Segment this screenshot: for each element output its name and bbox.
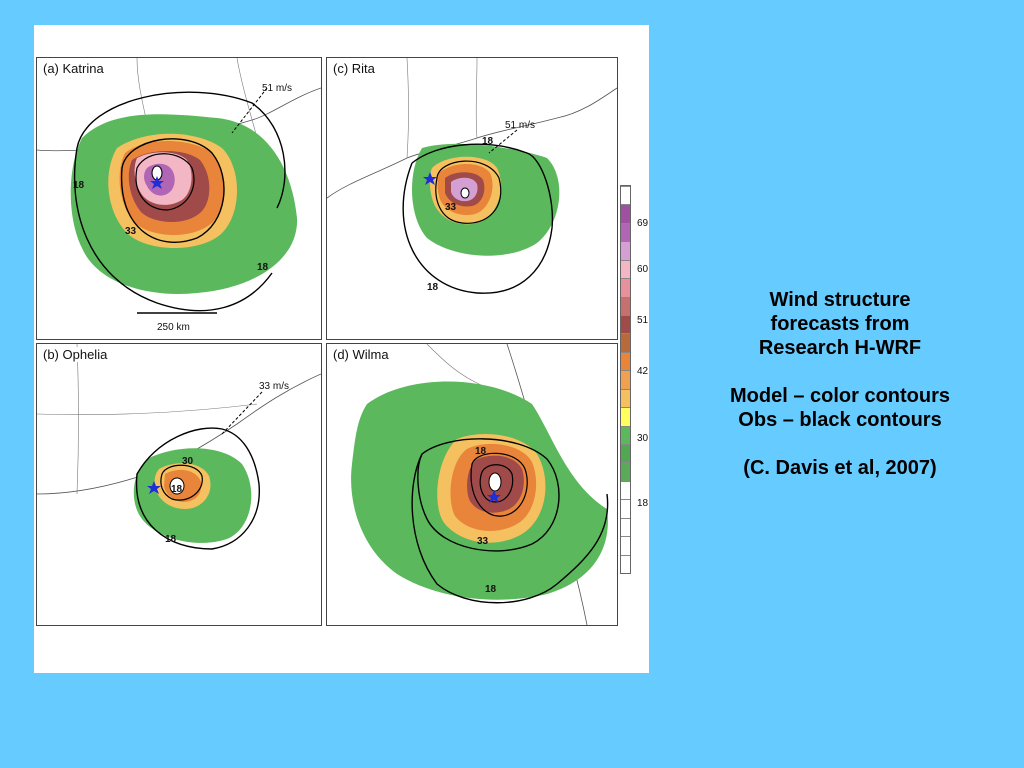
ophelia-contour-label: 30 [182, 456, 194, 467]
colorbar-cell [621, 536, 630, 555]
ophelia-annotation: 33 m/s [259, 381, 289, 392]
colorbar-cell [621, 222, 630, 242]
colorbar [620, 185, 631, 574]
colorbar-cell [621, 499, 630, 518]
colorbar-cell [621, 333, 630, 352]
wilma-map: 18 33 18 [351, 344, 609, 625]
panel-label: (a) Katrina [41, 61, 106, 76]
colorbar-tick: 51 [637, 315, 649, 326]
panel-katrina: 51 m/s 18 33 18 250 km (a) Katrina [36, 57, 322, 340]
katrina-annotation: 51 m/s [262, 83, 292, 94]
caption-line: Wind structure [769, 289, 911, 311]
colorbar-cell [621, 425, 630, 444]
panel-ophelia: 33 m/s 30 18 18 (b) Ophelia [36, 343, 322, 626]
colorbar-tick: 60 [637, 264, 649, 275]
colorbar-cell [621, 554, 630, 573]
katrina-map: 51 m/s 18 33 18 250 km [37, 58, 321, 333]
caption-line: Research H-WRF [758, 337, 922, 359]
panel-label: (c) Rita [331, 61, 377, 76]
wilma-contour-label: 18 [485, 584, 497, 595]
scale-bar-label: 250 km [157, 322, 190, 333]
colorbar-cell [621, 278, 630, 297]
rita-contour-label: 33 [445, 202, 457, 213]
colorbar-cell [621, 315, 630, 334]
colorbar-cell [621, 444, 630, 463]
panel-wilma: 18 33 18 (d) Wilma [326, 343, 618, 626]
rita-contour-label: 18 [482, 136, 494, 147]
panel-label: (d) Wilma [331, 347, 391, 362]
figure-image: 51 m/s 18 33 18 250 km (a) Katrina 51 m/… [34, 25, 649, 673]
panel-rita: 51 m/s 18 33 18 (c) Rita [326, 57, 618, 340]
caption-line: Model – color contours [729, 385, 951, 407]
rita-contour-label: 18 [427, 282, 439, 293]
rita-annotation: 51 m/s [505, 120, 535, 131]
colorbar-cell [621, 388, 630, 408]
colorbar-tick: 30 [637, 433, 649, 444]
colorbar-cell [621, 204, 630, 223]
colorbar-cell [621, 462, 630, 481]
colorbar-cell [621, 480, 630, 500]
katrina-contour-label: 18 [73, 180, 85, 191]
ophelia-map: 33 m/s 30 18 18 [37, 344, 321, 550]
colorbar-cell [621, 351, 630, 371]
rita-map: 51 m/s 18 33 18 [327, 58, 617, 294]
ophelia-contour-label: 18 [171, 484, 183, 495]
colorbar-tick: 42 [637, 366, 649, 377]
caption-line: Obs – black contours [738, 409, 942, 431]
colorbar-cell [621, 186, 630, 205]
caption-line: forecasts from [770, 313, 910, 335]
colorbar-cell [621, 296, 630, 315]
slide-caption: Wind structure forecasts from Research H… [672, 288, 1008, 480]
katrina-contour-label: 18 [257, 262, 269, 273]
colorbar-cell [621, 370, 630, 389]
wilma-contour-label: 18 [475, 446, 487, 457]
colorbar-cell [621, 517, 630, 537]
colorbar-tick: 69 [637, 218, 649, 229]
colorbar-cell [621, 259, 630, 279]
colorbar-cell [621, 241, 630, 260]
ophelia-contour-label: 18 [165, 534, 177, 545]
wilma-contour-label: 33 [477, 536, 489, 547]
katrina-contour-label: 33 [125, 226, 137, 237]
panel-label: (b) Ophelia [41, 347, 110, 362]
colorbar-cell [621, 407, 630, 426]
colorbar-tick: 18 [637, 498, 649, 509]
caption-line: (C. Davis et al, 2007) [743, 457, 937, 479]
